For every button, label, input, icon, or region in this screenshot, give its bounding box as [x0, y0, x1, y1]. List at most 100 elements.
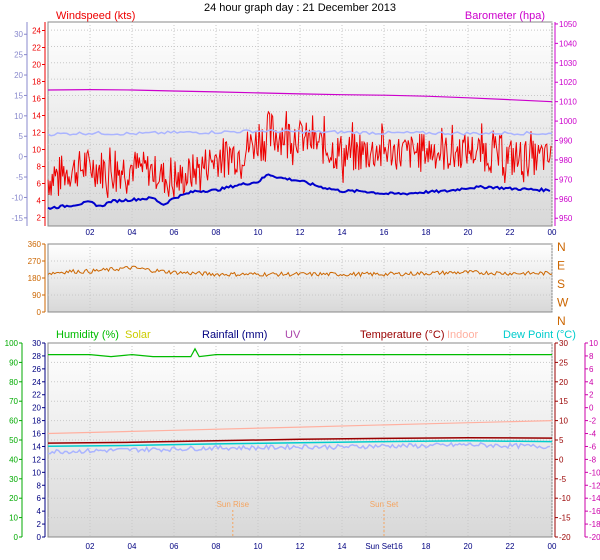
barometer-axis-tick-label: 990 [559, 137, 573, 146]
rain-axis-tick-label: 26 [32, 365, 41, 374]
temperature-x-tick-label: 08 [212, 542, 221, 551]
compass-label: S [557, 277, 565, 291]
barometer-axis-tick-label: 1030 [559, 59, 577, 68]
temperature-x-tick-label: 00 [548, 542, 557, 551]
temperature-x-tick-label: 10 [254, 542, 263, 551]
humidity-axis-tick-label: 20 [9, 494, 18, 503]
wind-average-series [47, 173, 551, 211]
legend-item: Temperature (°C) [360, 329, 444, 341]
temperature-axis-tick-label: 0 [559, 455, 564, 464]
wind-outer-axis-tick-label: 5 [19, 132, 24, 141]
wind-x-tick-label: 22 [506, 228, 515, 237]
wind-x-tick-label: 02 [86, 228, 95, 237]
legend-item: Indoor [447, 329, 479, 341]
wind-x-tick-label: 10 [254, 228, 263, 237]
rain-axis-tick-label: 22 [32, 391, 41, 400]
humidity-axis-tick-label: 60 [9, 417, 18, 426]
direction-series [47, 265, 553, 278]
temperature-series [47, 436, 553, 444]
barometer-axis-tick-label: 1000 [559, 117, 577, 126]
outer-temperature-axis-tick-label: 6 [589, 365, 594, 374]
humidity-axis-tick-label: 90 [9, 358, 18, 367]
outer-temperature-axis-tick-label: -16 [589, 507, 600, 516]
barometer-axis-tick-label: 1040 [559, 39, 577, 48]
wind-x-tick-label: 16 [380, 228, 389, 237]
outer-temperature-axis-tick-label: 8 [589, 352, 594, 361]
temperature-x-tick-label: 02 [86, 542, 95, 551]
wind-inner-axis-tick-label: 14 [32, 112, 41, 121]
wind-inner-axis-tick-label: 18 [32, 78, 41, 87]
rain-axis-tick-label: 2 [37, 520, 42, 529]
temperature-x-tick-label: 20 [464, 542, 473, 551]
humidity-axis-tick-label: 10 [9, 514, 18, 523]
windspeed-series [47, 110, 552, 198]
rain-axis-tick-label: 14 [32, 442, 41, 451]
temperature-x-tick-label: 18 [422, 542, 431, 551]
legend-item: UV [285, 329, 301, 341]
humidity-axis-tick-label: 50 [9, 436, 18, 445]
wind-x-tick-label: 00 [548, 228, 557, 237]
temperature-axis-tick-label: 5 [559, 436, 564, 445]
direction-axis-tick-label: 360 [28, 240, 42, 249]
legend-item: Dew Point (°C) [503, 329, 576, 341]
compass-label: N [557, 240, 566, 254]
humidity-axis-tick-label: 0 [14, 533, 19, 542]
rain-axis-tick-label: 10 [32, 468, 41, 477]
temperature-axis-tick-label: 30 [559, 339, 568, 348]
rain-axis-tick-label: 4 [37, 507, 42, 516]
barometer-axis-tick-label: 980 [559, 156, 573, 165]
rain-axis-tick-label: 12 [32, 455, 41, 464]
rain-axis-tick-label: 28 [32, 352, 41, 361]
humidity-axis-tick-label: 30 [9, 475, 18, 484]
humidity-axis-tick-label: 40 [9, 455, 18, 464]
wind-inner-axis-tick-label: 6 [37, 180, 42, 189]
sunrise-label: Sun Rise [217, 500, 250, 509]
temperature-x-tick-label: 22 [506, 542, 515, 551]
temperature-axis-tick-label: 10 [559, 417, 568, 426]
panels: Windspeed (kts) Barometer (hpa) -15 -10 -5 0 5… [5, 10, 600, 551]
wind-x-tick-label: 12 [296, 228, 305, 237]
rain-axis-tick-label: 16 [32, 430, 41, 439]
rain-axis-tick-label: 30 [32, 339, 41, 348]
legend-item: Solar [125, 329, 151, 341]
page-title: 24 hour graph day : 21 December 2013 [204, 2, 396, 14]
wind-inner-axis-tick-label: 10 [32, 146, 41, 155]
barometer-axis-tick-label: 960 [559, 195, 573, 204]
outer-temperature-axis-tick-label: -4 [589, 430, 597, 439]
rain-axis-tick-label: 6 [37, 494, 42, 503]
wind-inner-axis-tick-label: 24 [32, 27, 41, 36]
outer-temperature-axis-tick-label: -14 [589, 494, 600, 503]
temperature-axis-tick-label: 20 [559, 378, 568, 387]
wind-inner-axis-tick-label: 2 [37, 214, 42, 223]
barometer-axis-tick-label: 950 [559, 214, 573, 223]
sunset-label: Sun Set [370, 500, 399, 509]
temperature-axis-tick-label: -15 [559, 514, 571, 523]
wind-x-tick-label: 04 [128, 228, 137, 237]
outer-temperature-axis-tick-label: -8 [589, 455, 597, 464]
barometer-axis-tick-label: 1050 [559, 20, 577, 29]
wind-inner-axis-tick-label: 22 [32, 44, 41, 53]
temperature-x-tick-label: 04 [128, 542, 137, 551]
temperature-axis-tick-label: -5 [559, 475, 567, 484]
humidity-axis-tick-label: 80 [9, 378, 18, 387]
wind-outer-axis-tick-label: -15 [11, 214, 23, 223]
wind-outer-axis-tick-label: -10 [11, 193, 23, 202]
apparent-series [47, 129, 553, 137]
apparent-temperature-series [47, 441, 551, 455]
rain-axis-tick-label: 8 [37, 481, 42, 490]
wind-x-tick-label: 08 [212, 228, 221, 237]
wind-outer-axis-tick-label: 25 [14, 51, 23, 60]
outer-temperature-axis-tick-label: -12 [589, 481, 600, 490]
humidity-axis-tick-label: 70 [9, 397, 18, 406]
outer-temperature-axis-tick-label: -18 [589, 520, 600, 529]
barometer-series [47, 88, 553, 103]
windspeed-axis-label: Windspeed (kts) [56, 10, 135, 22]
barometer-axis-label: Barometer (hpa) [465, 10, 545, 22]
compass-label: E [557, 259, 565, 273]
wind-x-tick-label: 14 [338, 228, 347, 237]
temperature-axis-tick-label: -20 [559, 533, 571, 542]
legend-item: Humidity (%) [56, 329, 119, 341]
temperature-x-tick-label: 06 [170, 542, 179, 551]
rain-axis-tick-label: 0 [37, 533, 42, 542]
